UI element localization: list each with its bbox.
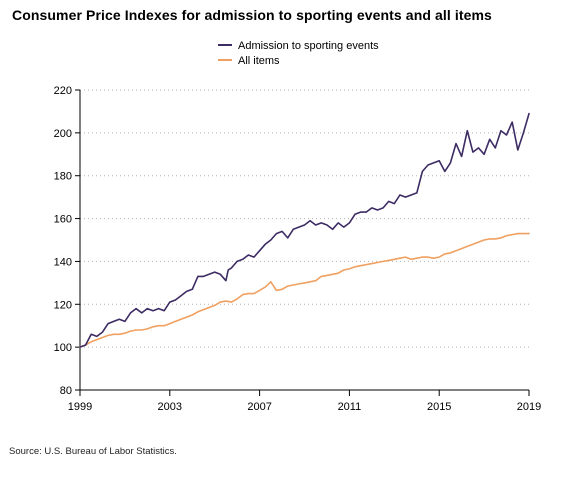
y-tick-label-160: 160 — [54, 214, 72, 226]
y-tick-label-100: 100 — [54, 342, 72, 354]
series-line-sporting-events — [79, 112, 530, 348]
series-line-all-items — [79, 232, 530, 348]
x-tick-label-1999: 1999 — [68, 401, 92, 413]
x-tick-label-2011: 2011 — [338, 401, 362, 413]
x-tick-label-2019: 2019 — [517, 401, 541, 413]
x-tick-label-2003: 2003 — [158, 401, 182, 413]
x-tick-label-2015: 2015 — [427, 401, 451, 413]
legend-label-all-items: All items — [238, 55, 280, 67]
axes — [75, 89, 530, 396]
x-tick-label-2007: 2007 — [247, 401, 271, 413]
legend-label-sporting-events: Admission to sporting events — [238, 40, 379, 52]
series-lines — [79, 112, 530, 348]
grid-lines — [80, 89, 529, 348]
line-chart: 80 100 120 140 160 180 200 220 1999 2003 2007 2011 2… — [54, 40, 542, 413]
tick-labels: 80 100 120 140 160 180 200 220 1999 2003 2007 2011 2… — [54, 85, 542, 413]
source-note: Source: U.S. Bureau of Labor Statistics. — [9, 446, 177, 457]
y-tick-label-220: 220 — [54, 85, 72, 97]
y-tick-label-120: 120 — [54, 299, 72, 311]
legend: Admission to sporting events All items — [218, 40, 379, 67]
y-tick-label-80: 80 — [60, 385, 72, 397]
y-tick-label-140: 140 — [54, 256, 72, 268]
y-tick-label-180: 180 — [54, 171, 72, 183]
y-tick-label-200: 200 — [54, 128, 72, 140]
chart-title: Consumer Price Indexes for admission to … — [12, 7, 492, 23]
